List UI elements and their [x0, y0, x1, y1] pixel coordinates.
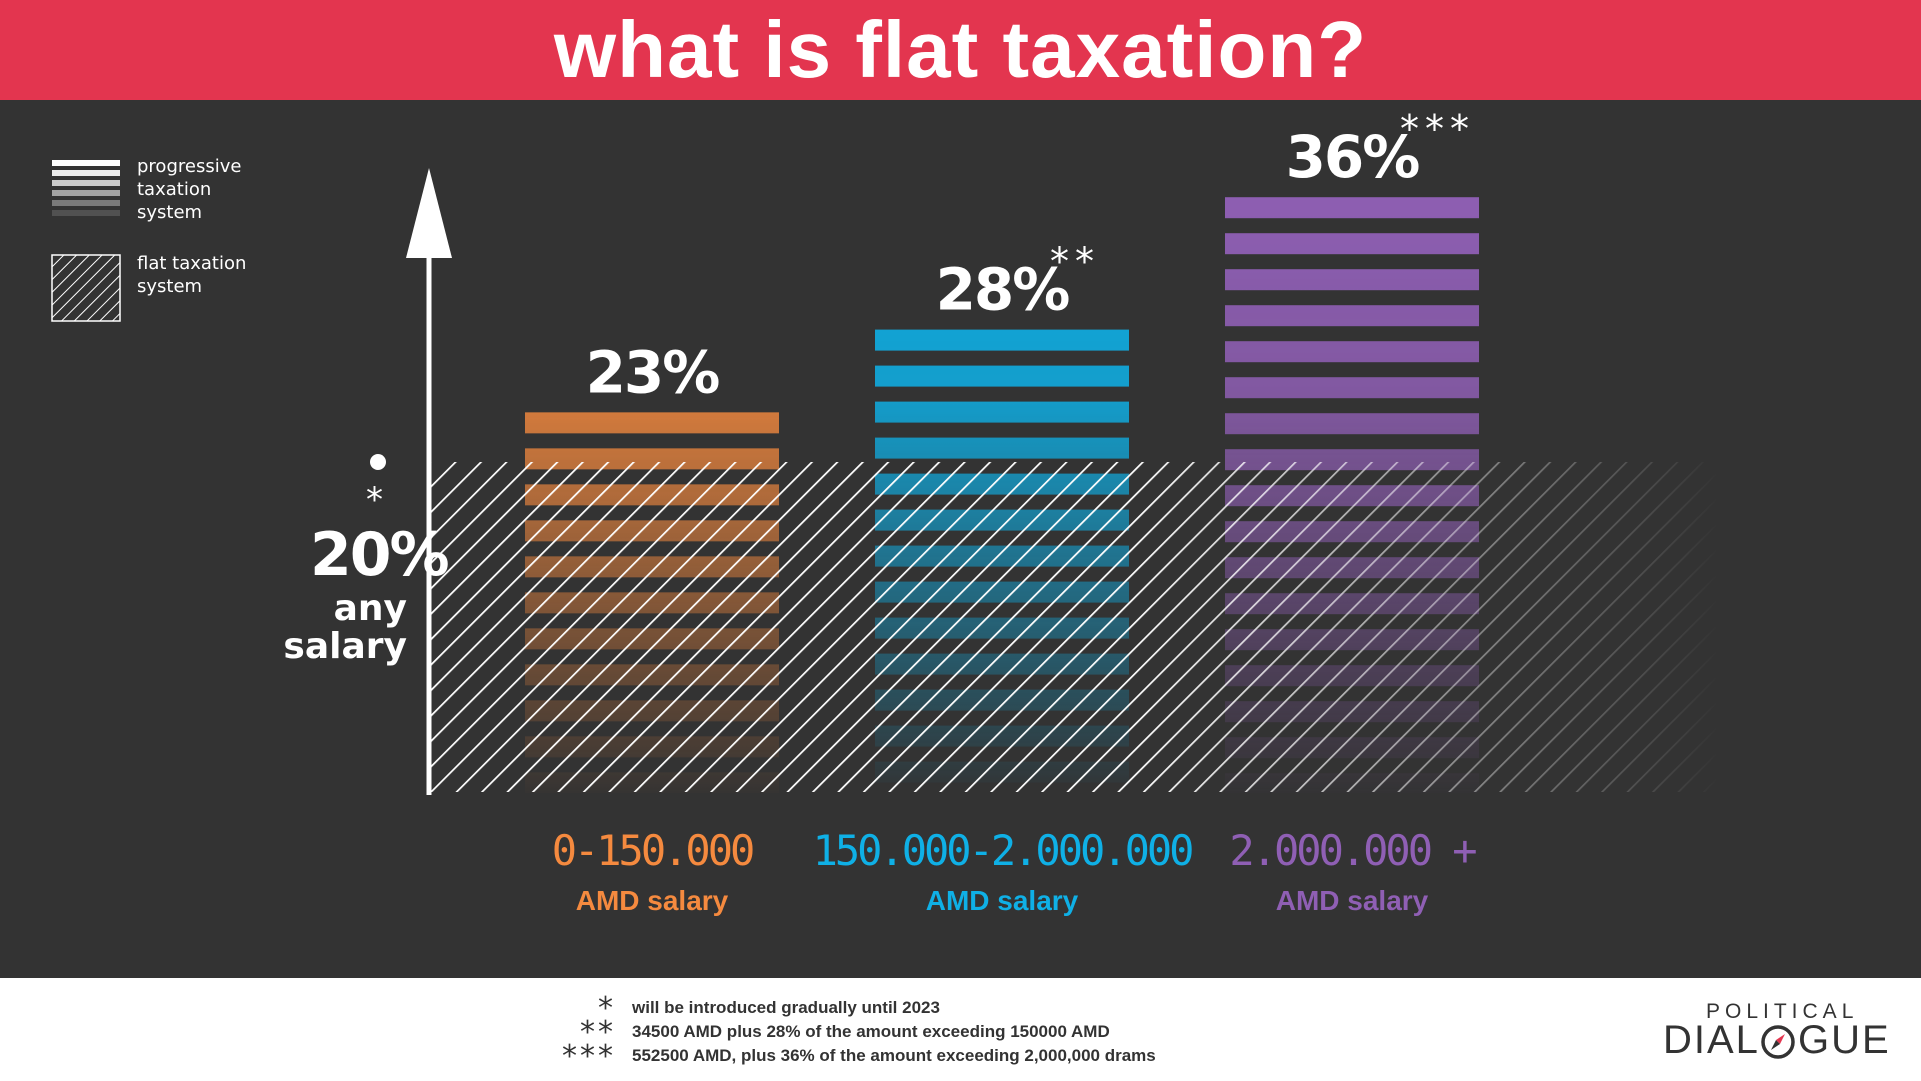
category-label-1: 0-150.000	[552, 826, 753, 875]
bar-2-stripe	[875, 365, 1129, 387]
bar-3-stripe	[1225, 233, 1479, 255]
flat-rate-footnote-mark: *	[366, 480, 383, 520]
bar-3-stripe	[1225, 413, 1479, 435]
footnote-3-mark: ***	[562, 1039, 616, 1074]
compass-icon	[1761, 1025, 1795, 1059]
footnote-3-text: 552500 AMD, plus 36% of the amount excee…	[632, 1046, 1156, 1065]
legend-progressive-label: progressive taxation system	[137, 156, 242, 223]
brand-bottom-right: GUE	[1798, 1018, 1891, 1062]
footer	[0, 978, 1921, 1081]
bar-2-value-label: 28%	[936, 256, 1070, 324]
bar-3-value-label: 36%	[1286, 123, 1420, 191]
footnote-2-text: 34500 AMD plus 28% of the amount exceedi…	[632, 1022, 1110, 1041]
flat-rate-marker	[370, 454, 386, 470]
bar-3-stripe	[1225, 197, 1479, 219]
brand-top: POLITICAL	[1706, 1000, 1859, 1023]
legend-progressive-swatch	[52, 160, 120, 216]
bar-3-stripe	[1225, 269, 1479, 291]
bar-3-stripe	[1225, 341, 1479, 363]
flat-rate-value: 20%	[310, 520, 450, 590]
footnote-1-mark: *	[598, 991, 616, 1026]
category-labels: 0-150.000 AMD salary 150.000-2.000.000 AMD …	[552, 826, 1480, 916]
footnote-1-text: will be introduced gradually until 2023	[632, 998, 940, 1017]
category-label-3: 2.000.000 +	[1229, 826, 1476, 875]
bar-1-value-label: 23%	[586, 338, 720, 406]
category-label-2: 150.000-2.000.000	[813, 826, 1193, 875]
category-sublabel-1: AMD salary	[576, 885, 729, 916]
brand-bottom-left: DIAL	[1663, 1018, 1760, 1062]
flat-rate-caption-2: salary	[283, 626, 407, 667]
page-title: what is flat taxation?	[553, 5, 1368, 94]
flat-tax-area	[430, 462, 1720, 792]
title-banner	[0, 0, 1921, 100]
y-axis-arrow	[406, 168, 452, 258]
flat-rate-caption-1: any	[333, 588, 407, 629]
bar-2-footnote-mark: **	[1050, 240, 1100, 284]
bar-labels: 23% 28%** 36%***	[586, 107, 1475, 406]
category-sublabel-3: AMD salary	[1276, 885, 1429, 916]
legend-flat-label: flat taxation system	[137, 253, 247, 297]
legend	[51, 160, 121, 322]
bar-2-stripe	[875, 401, 1129, 423]
bar-3-stripe	[1225, 305, 1479, 327]
category-sublabel-2: AMD salary	[926, 885, 1079, 916]
legend-flat-swatch	[51, 254, 121, 322]
bar-1-stripe	[525, 412, 779, 434]
bar-3-stripe	[1225, 377, 1479, 399]
bar-2-stripe	[875, 437, 1129, 459]
chart: 23% 28%** 36%*** 0-150.000 AMD salary 150.00…	[51, 107, 1720, 916]
footnote-2-mark: **	[580, 1015, 616, 1050]
bar-3-footnote-mark: ***	[1400, 107, 1475, 151]
bar-2-stripe	[875, 329, 1129, 351]
